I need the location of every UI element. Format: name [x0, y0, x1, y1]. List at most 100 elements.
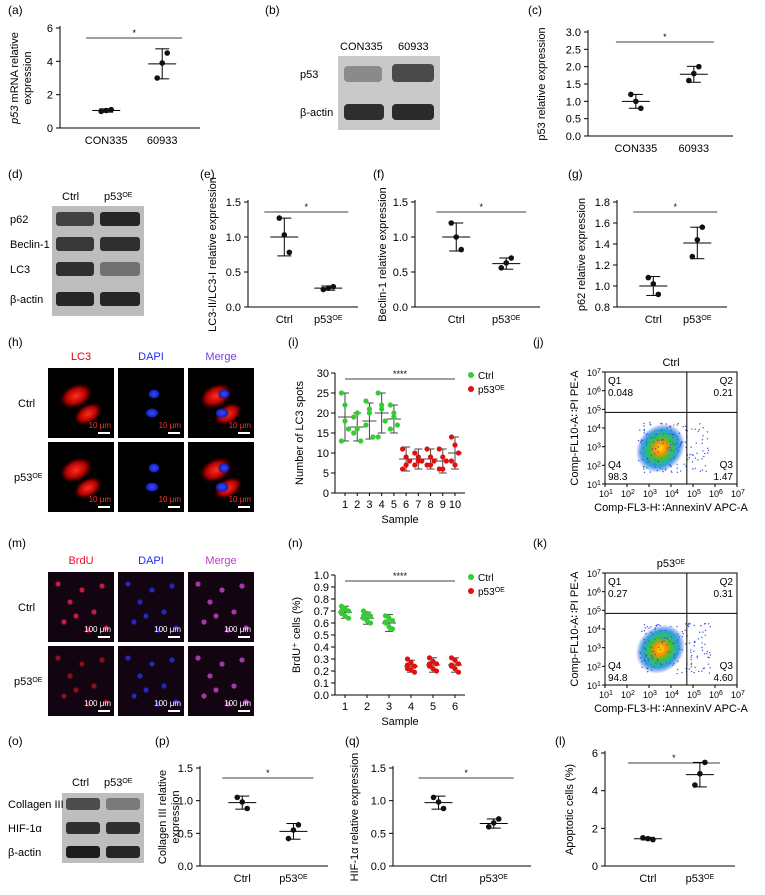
event-dot [646, 441, 648, 443]
quadrant-value: 0.27 [608, 589, 628, 600]
blot-band [56, 212, 94, 226]
event-dot [643, 432, 645, 434]
y-axis-label: BrdU⁺ cells (%) [291, 597, 303, 673]
data-point [407, 458, 413, 464]
data-point [697, 770, 703, 777]
event-dot [666, 637, 668, 639]
significance-mark: * [674, 202, 678, 212]
blot-band [106, 798, 140, 810]
event-dot [681, 441, 683, 443]
event-dot [670, 449, 672, 451]
x-tick-label: 6 [452, 701, 458, 713]
cell-signal [58, 456, 94, 484]
nucleus [73, 613, 79, 619]
x-tick-label: 6 [403, 499, 409, 511]
event-dot [650, 454, 653, 457]
event-dot [645, 663, 647, 665]
event-dot [672, 434, 674, 436]
event-dot [669, 426, 671, 428]
event-dot [690, 663, 693, 666]
nucleus [103, 625, 109, 631]
nucleus [225, 701, 231, 707]
data-point [391, 414, 397, 420]
row-label: β-actin [10, 294, 43, 306]
y-tick-label: 1.5 [226, 197, 241, 209]
significance-mark: * [663, 32, 667, 42]
event-dot [663, 637, 666, 639]
nucleus [67, 599, 73, 605]
x-tick-label: p53OE [479, 873, 508, 885]
y-axis-label: p53 mRNA relative [9, 32, 21, 125]
event-dot [665, 423, 668, 425]
event-dot [690, 662, 693, 664]
event-dot [661, 642, 664, 644]
data-point [342, 418, 348, 424]
event-dot [669, 463, 671, 466]
data-point [638, 105, 644, 112]
event-dot [694, 428, 697, 430]
panel-letter-m: (m) [8, 536, 26, 550]
event-dot [648, 460, 650, 463]
data-point [354, 426, 360, 432]
y-tick-label: 0.6 [314, 618, 329, 630]
event-dot [707, 656, 709, 658]
panel-letter-d: (d) [8, 167, 23, 181]
y-axis-label: Apoptotic cells (%) [564, 764, 576, 855]
data-point [440, 466, 446, 472]
event-dot [661, 423, 663, 425]
nucleus [215, 482, 229, 492]
y-axis-label-line2: expression [22, 51, 34, 104]
blot-band [66, 822, 100, 834]
data-point [345, 615, 352, 621]
data-point [276, 215, 283, 221]
x-tick-label: p53OE [492, 314, 521, 326]
event-dot [669, 640, 671, 643]
event-dot [693, 650, 695, 652]
event-dot [665, 469, 667, 471]
x-tick-label: 105 [687, 489, 701, 500]
event-dot [673, 656, 676, 659]
event-dot [701, 439, 704, 441]
significance-mark: **** [393, 369, 408, 379]
event-dot [691, 461, 694, 463]
blot-band [100, 237, 140, 251]
y-tick-label: 104 [587, 625, 601, 636]
event-dot [676, 471, 679, 473]
x-axis-label: Comp-FL3-H∷AnnexinV APC-A [594, 703, 748, 715]
y-axis-label: HIF-1α relative expression [349, 753, 361, 882]
panel-letter-g: (g) [568, 167, 583, 181]
event-dot [701, 442, 704, 445]
event-dot [656, 469, 659, 472]
y-axis-label: Number of LC3 spots [294, 381, 306, 485]
panel-letter-k: (k) [533, 536, 547, 550]
quadrant-value: 1.47 [714, 472, 734, 483]
data-point [389, 618, 396, 624]
event-dot [641, 666, 643, 669]
y-tick-label: 1.0 [314, 570, 329, 582]
data-point [290, 827, 297, 833]
data-point [108, 106, 114, 113]
data-point [404, 656, 411, 662]
event-dot [679, 443, 682, 446]
event-dot [704, 452, 706, 455]
event-dot [666, 651, 669, 654]
event-dot [676, 672, 678, 675]
nucleus [155, 701, 161, 707]
event-dot [676, 633, 679, 636]
data-point [427, 454, 434, 460]
data-point [694, 237, 701, 243]
channel-label: DAPI [138, 351, 164, 363]
event-dot [653, 463, 656, 465]
event-dot [704, 643, 706, 646]
data-point [431, 458, 437, 464]
event-dot [659, 467, 661, 469]
y-tick-label: 103 [587, 442, 601, 453]
event-dot [647, 660, 649, 662]
y-tick-label: 1.5 [566, 79, 581, 91]
event-dot [666, 427, 668, 429]
event-dot [702, 450, 704, 452]
y-tick-label: 25 [317, 388, 329, 400]
row-label: Ctrl [18, 398, 35, 410]
event-dot [661, 640, 663, 643]
event-dot [681, 649, 684, 651]
